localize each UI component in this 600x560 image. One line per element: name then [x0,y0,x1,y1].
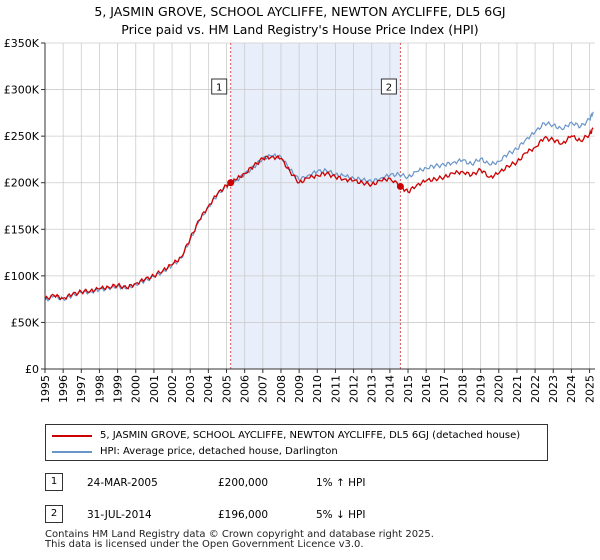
sale-point-2 [396,182,404,190]
x-tick-label: 2008 [275,375,288,403]
x-tick-label: 2018 [456,375,469,403]
y-tick-label: £250K [4,130,40,143]
x-tick-label: 1997 [75,375,88,403]
legend-swatch-hpi [52,451,92,453]
x-tick-label: 2015 [402,375,415,403]
x-tick-label: 2006 [239,375,252,403]
sale-hpi-1: 1% ↑ HPI [316,477,366,489]
x-tick-label: 2001 [148,375,161,403]
y-tick-label: £100K [4,270,40,283]
title-line-2: Price paid vs. HM Land Registry's House … [121,22,479,37]
y-tick-label: £350K [4,37,40,50]
x-tick-label: 2003 [184,375,197,403]
x-tick-label: 2016 [420,375,433,403]
x-tick-label: 2019 [474,375,487,403]
x-tick-label: 2009 [293,375,306,403]
x-tick-label: 2020 [493,375,506,403]
legend-swatch-property [52,435,92,437]
x-tick-label: 2013 [366,375,379,403]
sale-badge-label-1: 1 [216,83,222,94]
x-tick-label: 1995 [39,375,52,403]
legend: 5, JASMIN GROVE, SCHOOL AYCLIFFE, NEWTON… [45,424,548,461]
x-tick-label: 2007 [257,375,270,403]
x-tick-label: 2022 [529,375,542,403]
sale-price-2: £196,000 [218,509,269,521]
sale-point-1 [227,179,235,187]
x-tick-label: 2010 [311,375,324,403]
sale-price-1: £200,000 [218,477,269,489]
x-tick-label: 2023 [547,375,560,403]
x-tick-label: 1999 [111,375,124,403]
sale-badge-label-2: 2 [386,83,392,94]
x-tick-label: 2014 [384,375,397,403]
x-tick-label: 2024 [565,375,578,403]
legend-label-hpi: HPI: Average price, detached house, Darl… [100,446,338,457]
sale-badge-box-1 [211,78,228,95]
x-tick-label: 2011 [329,375,342,403]
x-tick-label: 2005 [220,375,233,403]
x-tick-label: 1998 [93,375,106,403]
x-tick-label: 2012 [347,375,360,403]
legend-label-property: 5, JASMIN GROVE, SCHOOL AYCLIFFE, NEWTON… [100,430,521,441]
x-tick-label: 1996 [57,375,70,403]
sale-badge-1: 1 [45,473,63,491]
y-tick-label: £150K [4,223,40,236]
y-tick-label: £0 [25,363,39,376]
x-tick-label: 2017 [438,375,451,403]
title-line-1: 5, JASMIN GROVE, SCHOOL AYCLIFFE, NEWTON… [94,4,506,19]
sale-row-1: 1 24-MAR-2005 £200,000 1% ↑ HPI [45,473,525,491]
y-tick-label: £300K [4,84,40,97]
x-tick-label: 2000 [130,375,143,403]
sale-row-2: 2 31-JUL-2014 £196,000 5% ↓ HPI [45,505,525,523]
y-tick-label: £200K [4,177,40,190]
sale-badge-box-2 [380,78,397,95]
property-price-line [44,127,594,301]
footer-line-2: This data is licensed under the Open Gov… [45,539,364,550]
footer: Contains HM Land Registry data © Crown c… [45,530,434,550]
y-tick-label: £50K [11,316,40,329]
sale-hpi-2: 5% ↓ HPI [316,509,366,521]
sale-date-1: 24-MAR-2005 [87,477,158,489]
sale-badge-2: 2 [45,505,63,523]
chart-title: 5, JASMIN GROVE, SCHOOL AYCLIFFE, NEWTON… [0,3,600,39]
ownership-span [230,43,401,369]
x-tick-label: 2004 [202,375,215,403]
x-tick-label: 2002 [166,375,179,403]
x-tick-label: 2021 [511,375,524,403]
sale-date-2: 31-JUL-2014 [87,509,152,521]
footer-line-1: Contains HM Land Registry data © Crown c… [45,529,434,540]
x-tick-label: 2025 [583,375,596,403]
